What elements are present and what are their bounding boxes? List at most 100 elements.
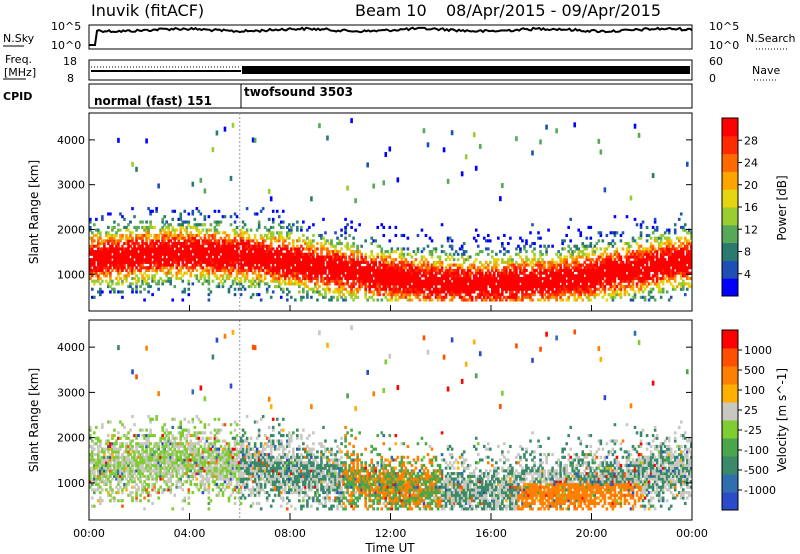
power-cell [308, 260, 311, 264]
power-cell [296, 220, 299, 224]
power-cell [539, 263, 542, 267]
power-cell [448, 268, 452, 272]
power-cell [376, 274, 380, 278]
power-cell [575, 260, 579, 264]
velocity-cell [95, 482, 98, 487]
power-cell [143, 225, 146, 229]
power-cell [241, 250, 245, 254]
power-cell [497, 258, 500, 262]
power-cell [101, 268, 104, 272]
power-cell [414, 279, 418, 283]
power-cell [127, 252, 130, 256]
power-cell [229, 266, 233, 270]
power-cell [476, 252, 480, 256]
power-cell [472, 263, 476, 267]
velocity-cell [89, 436, 92, 440]
power-cell [615, 255, 619, 259]
power-cell [185, 255, 189, 259]
power-cell [205, 228, 209, 232]
power-cell [245, 207, 249, 211]
power-cell [591, 290, 595, 294]
power-cell [306, 274, 309, 278]
power-cell [432, 287, 436, 291]
power-cell [505, 298, 508, 302]
power-cell [398, 274, 402, 278]
power-cell [416, 250, 420, 254]
power-cell [271, 225, 275, 229]
power-cell [287, 231, 291, 235]
cpid-segment-2: twofsound 3503 [244, 85, 353, 99]
velocity-cell [101, 474, 104, 478]
power-cell [450, 290, 454, 294]
power-cell [219, 244, 223, 248]
power-cell [127, 228, 130, 232]
power-cell [689, 233, 692, 238]
power-cell [366, 268, 369, 272]
power-cell [251, 252, 255, 256]
power-cell [298, 252, 301, 256]
power-cell [657, 282, 661, 286]
power-cell [285, 231, 289, 235]
power-cell [111, 279, 114, 283]
power-cell [350, 225, 353, 229]
power-cell [279, 258, 283, 262]
power-cell [392, 279, 396, 283]
power-cell [344, 268, 347, 272]
power-cell [422, 274, 426, 278]
power-cell [215, 263, 219, 267]
power-cell [183, 290, 187, 294]
power-cell [659, 252, 663, 256]
power-cell [131, 236, 134, 240]
power-cell [637, 252, 641, 256]
power-cell [599, 268, 603, 272]
power-cell [275, 231, 279, 235]
power-cell [569, 252, 572, 256]
power-cell [183, 247, 187, 251]
power-cell [255, 239, 259, 243]
power-cell [141, 266, 144, 270]
power-cell [681, 258, 685, 262]
power-cell [271, 276, 275, 281]
power-cell [195, 263, 199, 267]
power-cell [679, 282, 683, 286]
power-cell [426, 244, 430, 248]
power-cell [334, 290, 337, 294]
power-cell [627, 282, 631, 286]
power-cell [239, 252, 243, 256]
power-cell [203, 247, 207, 251]
power-cell [404, 279, 408, 283]
power-cell [509, 295, 512, 299]
power-cell [292, 242, 295, 246]
power-cell [326, 250, 329, 254]
power-cell [105, 263, 108, 267]
power-cell [320, 242, 323, 246]
power-cell [298, 263, 301, 267]
power-cell [326, 252, 329, 256]
power-cell [394, 258, 398, 262]
power-cell [185, 252, 189, 256]
power-cell [338, 266, 341, 270]
power-cell [416, 274, 420, 278]
power-cell [609, 287, 613, 291]
power-cell [324, 290, 327, 294]
power-cell [308, 250, 311, 254]
power-cell [348, 276, 351, 281]
power-cell [482, 263, 486, 267]
power-cell [265, 282, 269, 286]
power-cell [161, 239, 164, 243]
power-cell [117, 252, 120, 256]
power-cell [141, 250, 144, 254]
power-cell [175, 266, 179, 270]
power-cell [655, 260, 659, 264]
power-cell [388, 298, 392, 302]
power-cell [141, 279, 144, 283]
power-cell [404, 263, 408, 267]
power-cell [89, 266, 92, 270]
power-cell [89, 220, 92, 224]
power-cell [507, 295, 510, 299]
power-cell [579, 263, 583, 267]
power-cell [127, 236, 130, 240]
power-cell [619, 274, 623, 278]
power-cell [605, 247, 609, 251]
